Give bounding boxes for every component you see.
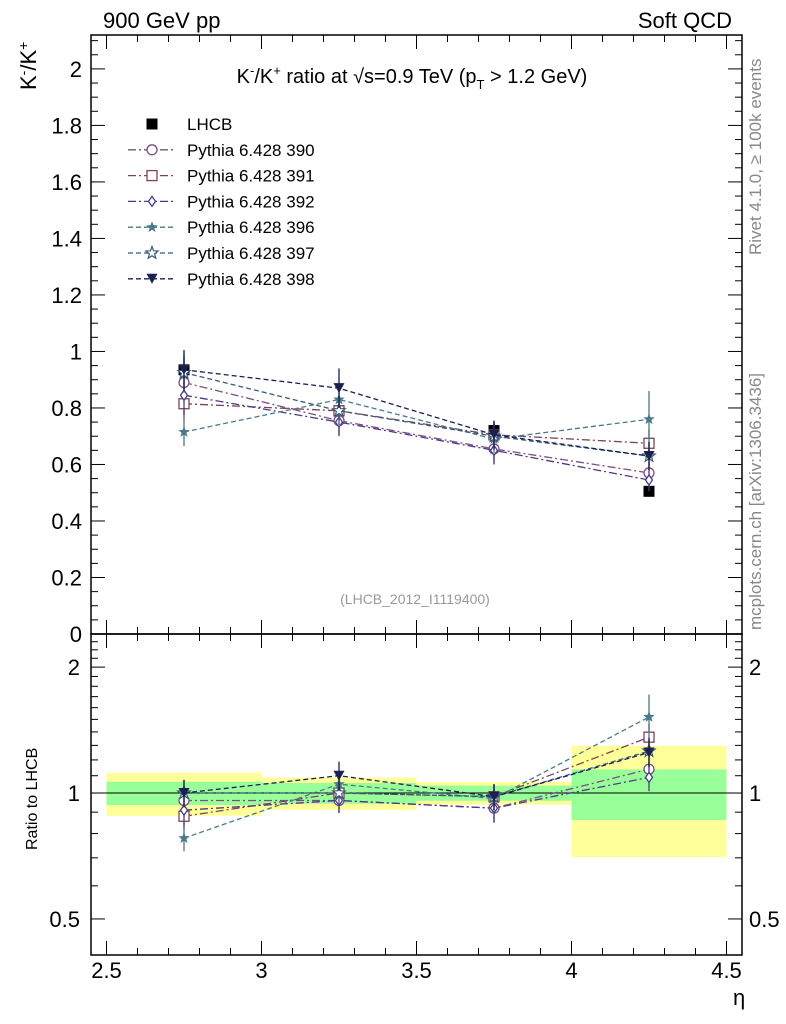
ratio-point-pythia-396 (178, 832, 190, 844)
ratio-line-pythia-390 (184, 768, 650, 809)
point-pythia-398 (333, 383, 345, 394)
ratio-point-pythia-398 (178, 788, 190, 799)
ratio-point-pythia-396 (643, 710, 655, 722)
main-y-axis-label: K-/K+ (15, 42, 41, 90)
legend-marker (146, 169, 158, 182)
legend-item-pythia-392: Pythia 6.428 392 (128, 192, 315, 211)
y-tick-label: 2 (70, 57, 82, 82)
analysis-watermark: (LHCB_2012_I1119400) (340, 591, 490, 607)
y-tick-label: 0.6 (51, 452, 82, 477)
legend-label: Pythia 6.428 392 (187, 192, 315, 211)
legend-label: Pythia 6.428 391 (187, 167, 315, 186)
legend-item-lhcb: LHCB (146, 115, 232, 134)
legend: LHCB Pythia 6.428 390 Pythia 6.428 391 Pyth… (128, 115, 315, 289)
legend-marker (144, 244, 160, 260)
y-tick-label: 1.6 (51, 170, 82, 195)
x-tick-label: 2.5 (91, 958, 122, 983)
point-pythia-396 (643, 413, 655, 425)
ratio-point-pythia-398 (488, 791, 500, 802)
legend-label: LHCB (187, 115, 232, 134)
ratio-y-tick-label-right: 0.5 (749, 907, 780, 932)
point-pythia-392 (644, 473, 654, 487)
legend-marker (146, 273, 158, 284)
ratio-y-tick-label: 1 (68, 781, 80, 806)
y-tick-label: 0.4 (51, 509, 82, 534)
x-axis-label: η (733, 985, 745, 1010)
ratio-line-pythia-398 (183, 751, 650, 798)
axes: 2.5 3 3.5 4 4.5 0 0.2 0.4 0.6 0.8 1 1.2 1.4 1.6 1.8 2 0.… (49, 34, 780, 983)
legend-marker (146, 118, 158, 130)
point-pythia-398 (643, 450, 655, 461)
ratio-point-pythia-398 (333, 770, 345, 781)
y-tick-label: 1 (70, 339, 82, 364)
legend-item-pythia-398: Pythia 6.428 398 (128, 270, 315, 289)
legend-item-pythia-396: Pythia 6.428 396 (128, 218, 315, 237)
point-pythia-396 (178, 425, 190, 437)
header-left-label: 900 GeV pp (103, 8, 220, 33)
point-pythia-398 (488, 429, 500, 440)
ratio-y-tick-label-right: 1 (749, 781, 761, 806)
legend-label: Pythia 6.428 397 (187, 244, 315, 263)
x-tick-label: 3.5 (401, 958, 432, 983)
series-line-pythia-397 (183, 371, 650, 457)
legend-label: Pythia 6.428 398 (187, 270, 315, 289)
ratio-plot (176, 694, 657, 852)
point-pythia-397 (331, 402, 347, 418)
legend-item-pythia-397: Pythia 6.428 397 (128, 244, 315, 263)
ratio-line-pythia-396 (183, 716, 650, 839)
y-tick-label: 0.8 (51, 396, 82, 421)
ratio-point-pythia-392 (644, 771, 654, 784)
ratio-y-axis-label: Ratio to LHCB (24, 748, 41, 850)
legend-label: Pythia 6.428 396 (187, 218, 315, 237)
point-pythia-398 (178, 364, 190, 375)
y-tick-label: 0.2 (51, 565, 82, 590)
chart-title: K-/K+ ratio at √s=0.9 TeV (pT > 1.2 GeV) (237, 63, 588, 92)
series-line-pythia-398 (183, 369, 650, 457)
x-tick-label: 4.5 (711, 958, 742, 983)
main-plot (176, 350, 657, 497)
series-line-pythia-391 (183, 403, 650, 444)
legend-marker (146, 221, 158, 233)
ratio-point-pythia-397 (331, 784, 347, 800)
y-tick-label: 0 (70, 622, 82, 647)
ratio-line-pythia-392 (183, 776, 650, 811)
ratio-y-tick-label: 2 (68, 655, 80, 680)
legend-label: Pythia 6.428 390 (187, 141, 315, 160)
y-tick-label: 1.8 (51, 113, 82, 138)
ratio-y-tick-label-right: 2 (749, 655, 761, 680)
y-tick-label: 1.4 (51, 226, 82, 251)
ratio-point-pythia-392 (179, 804, 189, 817)
x-tick-label: 4 (565, 958, 577, 983)
y-tick-label: 1.2 (51, 283, 82, 308)
mcplots-label: mcplots.cern.ch [arXiv:1306.3436] (746, 373, 765, 630)
rivet-label: Rivet 4.1.0, ≥ 100k events (746, 59, 765, 255)
ratio-point-pythia-398 (643, 747, 655, 758)
legend-marker (146, 144, 158, 156)
legend-item-pythia-390: Pythia 6.428 390 (128, 141, 315, 160)
series-line-pythia-392 (183, 394, 650, 481)
x-tick-label: 3 (255, 958, 267, 983)
ratio-y-tick-label: 0.5 (49, 907, 80, 932)
legend-item-pythia-391: Pythia 6.428 391 (128, 167, 315, 186)
header-right-label: Soft QCD (638, 8, 732, 33)
ratio-line-pythia-397 (184, 750, 650, 798)
series-line-pythia-396 (183, 398, 650, 440)
series-line-pythia-390 (183, 381, 650, 474)
point-pythia-392 (179, 389, 189, 402)
legend-marker (147, 195, 157, 208)
